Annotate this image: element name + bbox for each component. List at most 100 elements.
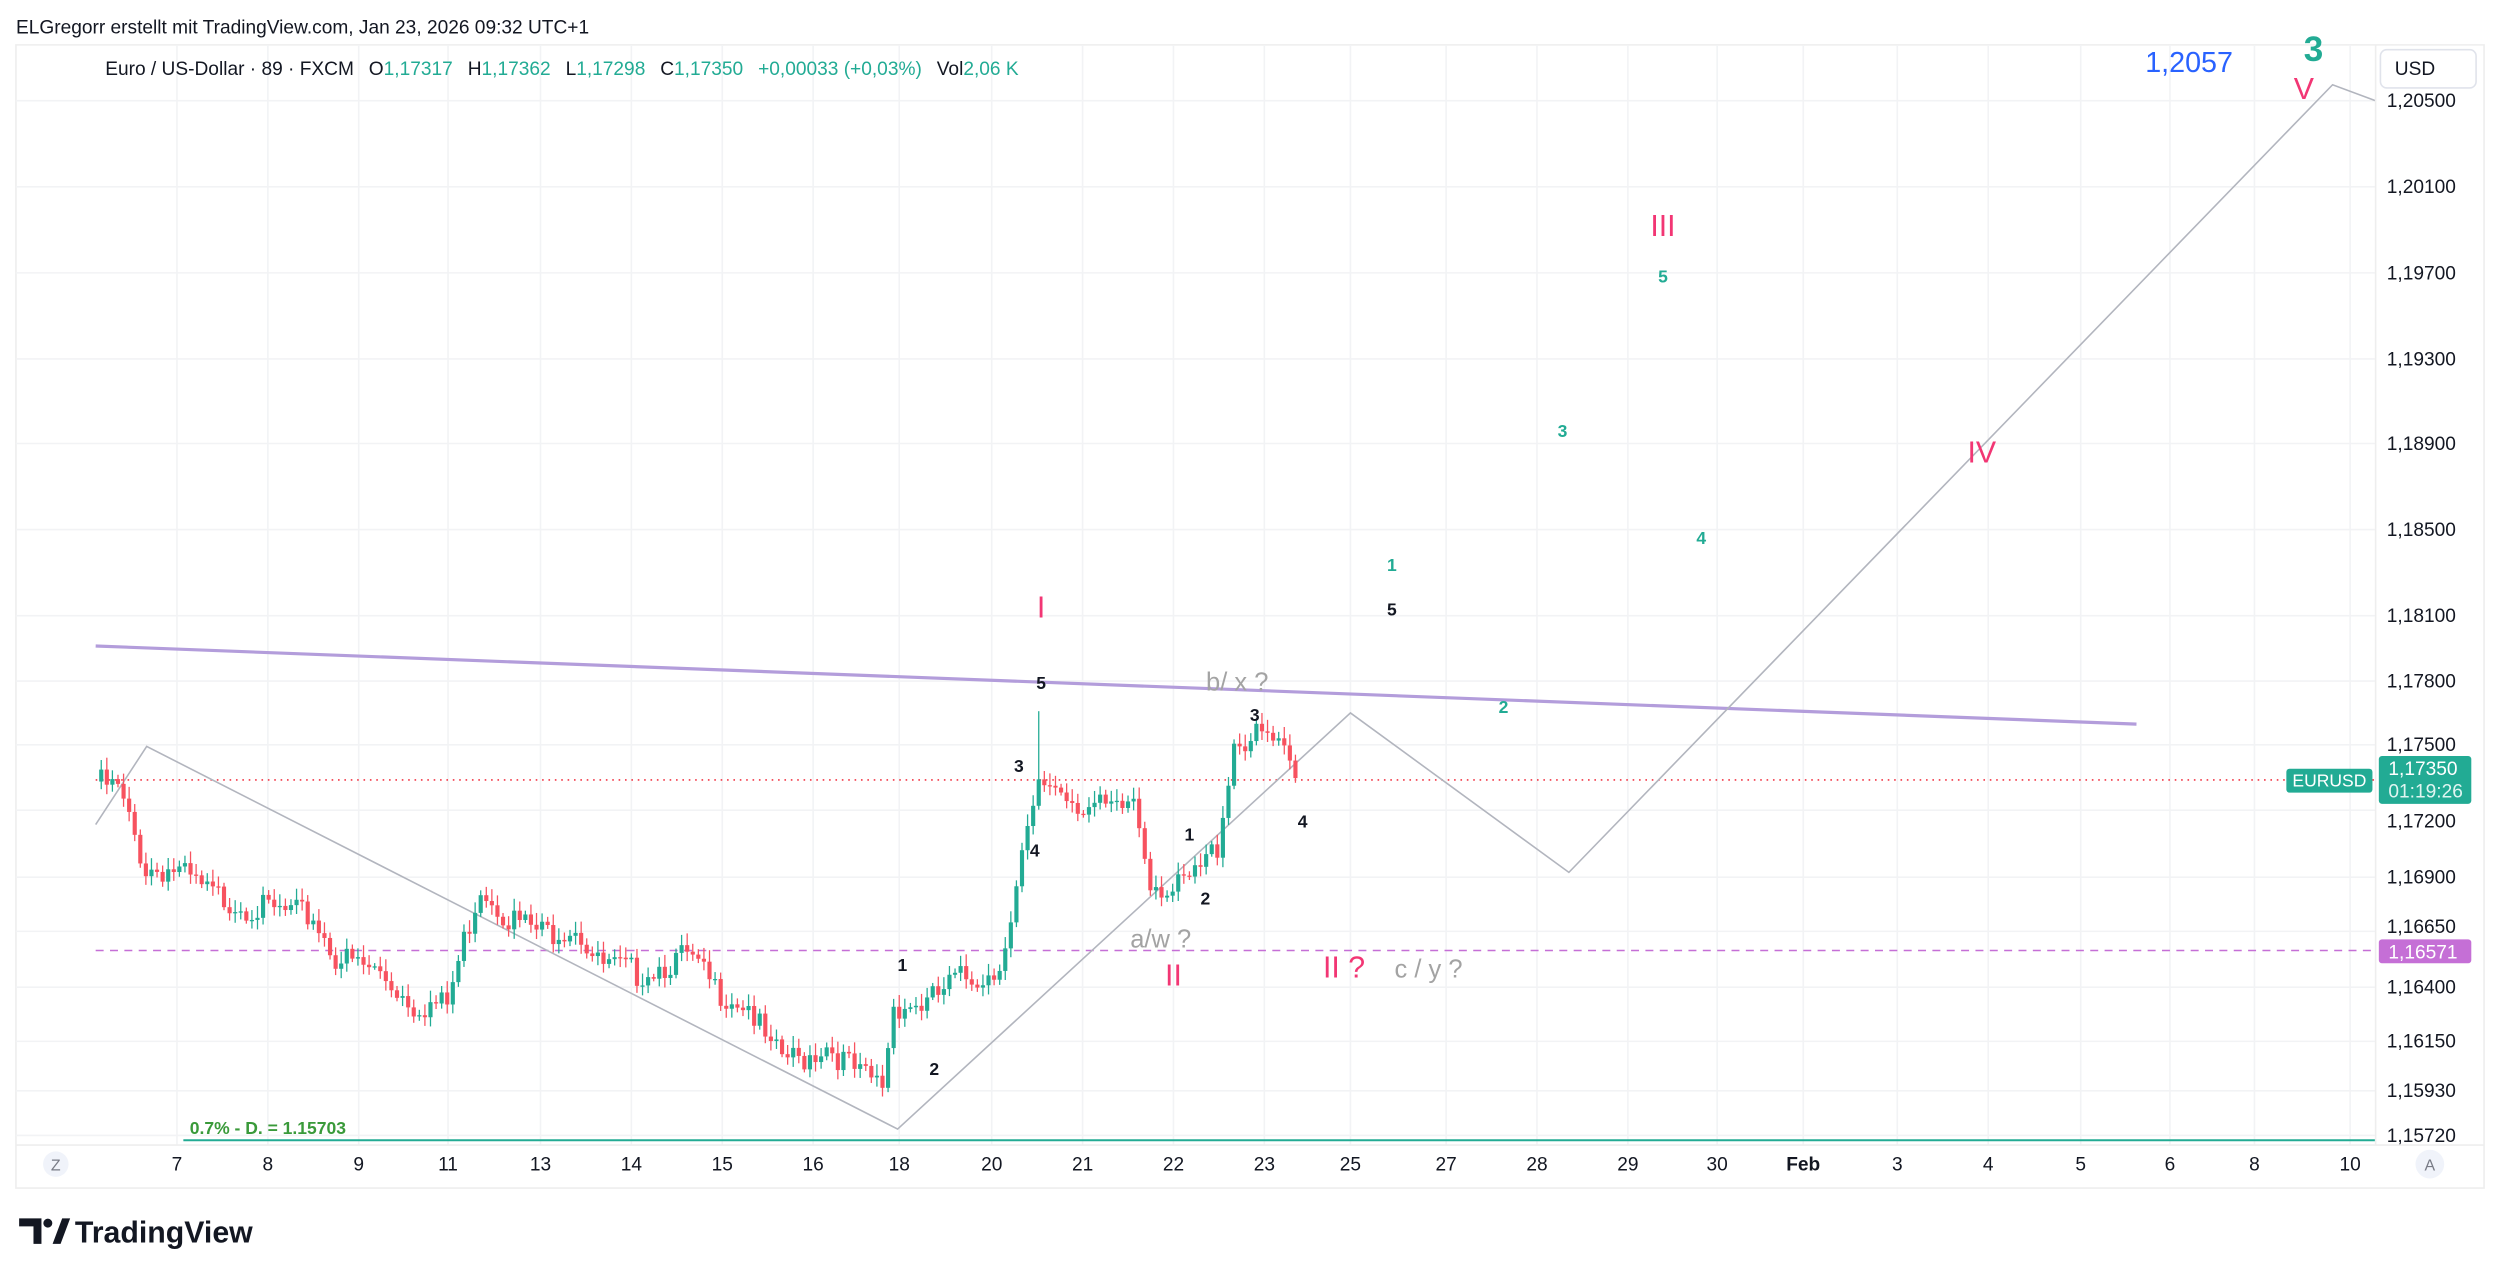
wave-II-alt-label: II ?: [1323, 952, 1365, 985]
tradingview-logo[interactable]: TradingView: [19, 1216, 253, 1249]
candle: [344, 938, 349, 972]
candle: [1192, 856, 1198, 884]
candle: [1287, 734, 1292, 770]
auto-scale-button[interactable]: [2415, 1149, 2445, 1179]
candle: [813, 1043, 818, 1072]
candle: [1181, 864, 1186, 884]
price-tick: 1,17800: [2387, 671, 2456, 692]
candle: [807, 1045, 813, 1078]
subwave-label: 4: [1696, 528, 1706, 548]
candle: [925, 987, 930, 1019]
candle: [1131, 787, 1136, 811]
subwave-label: 3: [1558, 421, 1568, 441]
price-tick: 1,19700: [2387, 263, 2456, 284]
candle: [1047, 773, 1052, 796]
candle: [1120, 793, 1125, 814]
candle: [1014, 880, 1019, 928]
candle: [495, 895, 500, 925]
candle: [1176, 862, 1181, 902]
tradingview-logo-icon: [19, 1218, 71, 1244]
candle: [1053, 775, 1058, 796]
elliott-projection-path[interactable]: [94, 83, 2376, 1131]
candle: [1036, 711, 1041, 810]
candle: [718, 972, 723, 1011]
minor-wave-label: 2: [1200, 888, 1210, 908]
candle: [1064, 783, 1069, 809]
candle: [1042, 771, 1047, 792]
candle: [601, 941, 606, 973]
candle: [1092, 790, 1097, 817]
time-tick: Feb: [1786, 1155, 1820, 1176]
brand-name: TradingView: [75, 1216, 253, 1249]
candle: [1243, 734, 1248, 761]
close-label: C: [660, 59, 674, 80]
candle: [456, 955, 461, 987]
symbol-name[interactable]: Euro / US-Dollar · 89 · FXCM: [105, 59, 354, 80]
candle: [740, 1000, 746, 1017]
candle: [930, 982, 935, 1001]
open-value: 1,17317: [384, 59, 453, 80]
candle: [746, 994, 751, 1020]
candle: [1293, 754, 1298, 783]
candle: [272, 889, 277, 916]
candle: [216, 876, 221, 895]
price-tick: 1,16650: [2387, 917, 2456, 938]
candle: [646, 967, 651, 994]
candle: [841, 1044, 846, 1076]
time-tick: 22: [1163, 1155, 1184, 1176]
symbol-tag-text: EURUSD: [2292, 770, 2366, 790]
price-tick: 1,17500: [2387, 735, 2456, 756]
candle: [992, 968, 997, 986]
candle: [1198, 853, 1203, 877]
candle: [1153, 875, 1159, 900]
wave-aw-label: a/w ?: [1130, 925, 1191, 953]
candle: [1170, 883, 1175, 903]
candle: [367, 955, 372, 975]
candle: [1019, 842, 1025, 893]
candle: [1003, 937, 1008, 980]
candle: [138, 829, 143, 868]
candle: [1114, 789, 1119, 811]
candle: [752, 995, 757, 1035]
candle: [763, 1005, 768, 1044]
subwave-label: 1: [1387, 555, 1397, 575]
candle: [545, 916, 550, 929]
time-tick: 7: [172, 1155, 183, 1176]
subwave-label: 2: [1499, 697, 1509, 717]
price-axis[interactable]: 1,20500 1,20100 1,19700 1,19300 1,18900 1,185…: [2387, 91, 2456, 1147]
candle: [389, 972, 394, 998]
time-tick: 25: [1340, 1155, 1361, 1176]
price-tick: 1,15930: [2387, 1081, 2456, 1102]
candle: [1075, 793, 1080, 822]
candle: [835, 1041, 840, 1080]
candle: [774, 1029, 779, 1049]
candle: [428, 990, 433, 1027]
minor-wave-label: 1: [898, 955, 908, 975]
candle: [322, 922, 327, 947]
zoom-reset-button[interactable]: [43, 1151, 69, 1177]
level-price-value: 1,16571: [2388, 942, 2457, 963]
candle: [567, 929, 573, 947]
candle: [791, 1035, 796, 1067]
candle: [1215, 834, 1220, 866]
candle: [1070, 789, 1075, 813]
currency-button[interactable]: [2379, 48, 2477, 89]
time-axis[interactable]: 7 8 9 11 13 14 15 16 18 20 21 22 23 25 27 28 29 30 Feb 3 4 5 6…: [172, 1155, 2361, 1176]
volume-label: Vol: [937, 59, 964, 80]
time-tick: 3: [1892, 1155, 1903, 1176]
candle: [830, 1036, 835, 1062]
candle: [913, 997, 919, 1015]
candle: [506, 916, 511, 937]
candle: [1148, 851, 1153, 896]
candle: [785, 1044, 790, 1065]
candle: [433, 995, 439, 1010]
level-price-badge: [2378, 939, 2472, 964]
candle: [1226, 776, 1231, 825]
candle: [540, 913, 545, 937]
candle: [1165, 890, 1170, 902]
candle: [556, 928, 561, 954]
trend-line[interactable]: [95, 644, 2137, 726]
candle: [551, 914, 556, 953]
price-tick: 1,18100: [2387, 606, 2456, 627]
